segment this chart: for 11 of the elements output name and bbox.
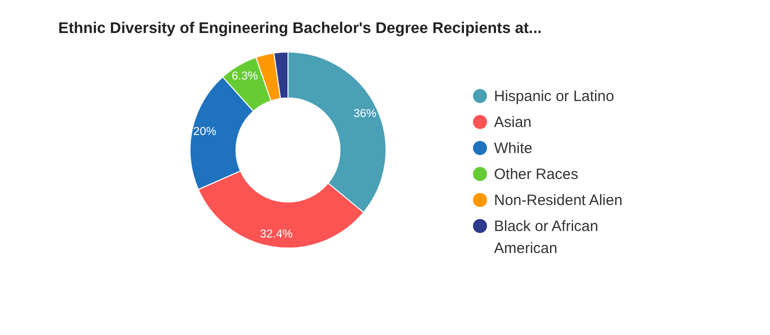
legend-label: Non-Resident Alien [494,192,622,208]
data-label: 20% [193,126,216,138]
legend-label: Hispanic or Latino [494,88,614,104]
chart-title: Ethnic Diversity of Engineering Bachelor's Degree Recipients at... [58,20,542,37]
legend-label: White [494,140,532,156]
data-label: 32.4% [260,228,293,240]
data-label: 36% [354,108,377,120]
data-label: 6.3% [232,70,258,83]
legend-label: Black or African American [494,218,598,256]
legend-label: Asian [494,114,532,130]
legend-label: Other Races [494,166,578,182]
